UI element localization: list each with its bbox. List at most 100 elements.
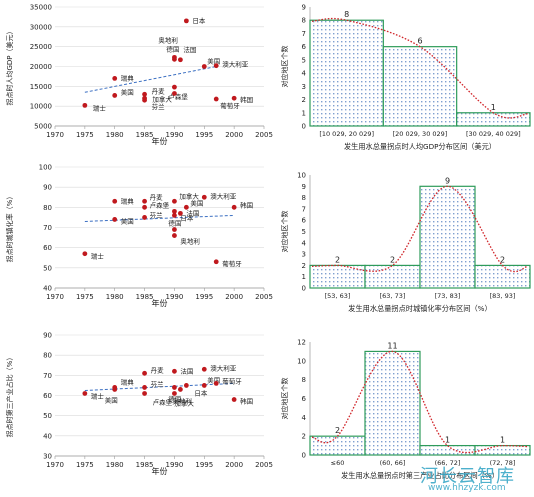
x-tick-label: 2005 (255, 131, 273, 139)
data-point (142, 97, 147, 103)
y-tick-label: 2 (302, 433, 306, 441)
x-tick-label: 1975 (76, 293, 94, 301)
x-tick-label: [63, 73] (380, 292, 406, 300)
x-tick-label: 1980 (106, 131, 124, 139)
data-point (172, 227, 177, 232)
data-point (142, 198, 147, 204)
x-tick-label: (60, 66] (380, 459, 406, 467)
data-point (112, 217, 118, 222)
y-tick-label: 50 (43, 264, 52, 272)
y-tick-label: 60 (43, 244, 52, 252)
histogram-chart-2: 0 1 2 3 4 5 6 7 8 9 10 2 [53, 63] 2 [63, 73] 9 [73, 83] 2… (280, 172, 531, 313)
x-tick-label: 1970 (46, 131, 64, 139)
point-label: 德国 (168, 219, 181, 228)
x-tick-label: 1995 (195, 293, 213, 301)
y-tick-label: 50 (43, 412, 52, 420)
data-point (82, 251, 88, 257)
x-tick-label: [73, 83] (435, 292, 461, 300)
data-point (82, 391, 88, 396)
y-tick-label: 1 (302, 109, 306, 117)
histogram-bar (309, 435, 366, 456)
y-tick-label: 8 (302, 17, 306, 25)
bar-value-label: 2 (335, 426, 340, 435)
y-tick-label: 0 (302, 452, 306, 460)
data-point (178, 387, 183, 392)
y-axis-title: 对应地区个数 (280, 46, 289, 88)
x-tick-label: 1975 (76, 461, 94, 469)
data-point (231, 204, 237, 210)
point-label: 美国 (207, 375, 220, 384)
bar-value-label: 1 (500, 436, 505, 445)
y-tick-label: 10 (297, 357, 306, 365)
data-point (201, 366, 207, 372)
data-point (183, 18, 189, 24)
bar-value-label: 9 (445, 176, 450, 185)
data-point (142, 215, 147, 220)
y-tick-label: 3 (302, 251, 306, 259)
point-label: 卢森堡 (150, 200, 170, 209)
point-label: 瑞典 (121, 196, 135, 205)
y-tick-label: 1 (302, 273, 306, 281)
point-label: 加拿大 (179, 191, 199, 200)
x-tick-label: 2000 (225, 131, 243, 139)
data-point (112, 93, 118, 98)
data-point (178, 57, 183, 63)
data-point (112, 198, 118, 204)
y-tick-label: 5000 (34, 123, 52, 131)
point-label: 韩国 (240, 200, 253, 209)
data-point (172, 213, 177, 218)
point-label: 丹麦 (151, 365, 165, 374)
x-tick-label: [83, 93] (490, 292, 516, 300)
point-label: 奥地利 (158, 35, 178, 44)
y-tick-label: 20000 (30, 63, 52, 71)
histogram-bar (419, 185, 476, 289)
scatter-chart-3: 30 40 50 60 70 80 90 1970 1975 1980 1985 1990 1995 20… (5, 332, 273, 477)
x-tick-label: 2000 (225, 461, 243, 469)
data-point (142, 91, 147, 97)
x-tick-label: [20 029, 30 029] (393, 130, 448, 138)
y-tick-label: 90 (43, 184, 52, 192)
bar-value-label: 1 (445, 436, 450, 445)
y-tick-label: 6 (302, 217, 307, 225)
scatter-chart-2: 40 50 60 70 80 90 100 1970 1975 1980 1985 1990 1995 2… (5, 164, 273, 309)
y-tick-label: 10 (297, 172, 306, 180)
y-tick-label: 6 (302, 43, 307, 51)
x-tick-label: 1995 (195, 461, 213, 469)
y-tick-label: 4 (302, 70, 307, 78)
scatter-chart-1: 5000 10000 15000 20000 25000 30000 35000 1970 19… (5, 4, 273, 147)
y-tick-label: 6 (302, 395, 307, 403)
point-label: 德国 (166, 44, 179, 53)
x-tick-label: 1980 (106, 461, 124, 469)
y-tick-label: 8 (302, 194, 306, 202)
data-point (82, 102, 88, 108)
x-axis-title: 发生用水总量拐点时城镇化率分布区间（%） (348, 304, 491, 313)
point-label: 加拿大 (174, 398, 194, 407)
y-tick-label: 12 (297, 339, 306, 347)
data-point (231, 95, 237, 101)
point-label: 葡萄牙 (222, 259, 242, 268)
y-axis-title: 对应地区个数 (280, 378, 289, 420)
y-tick-label: 2 (302, 96, 306, 104)
data-point (231, 397, 237, 402)
x-tick-label: 1985 (136, 131, 154, 139)
data-point (142, 391, 147, 396)
histogram-bar (456, 112, 531, 127)
x-tick-label: 1970 (46, 461, 64, 469)
data-point (172, 84, 177, 90)
data-point (213, 381, 219, 386)
bar-value-label: 2 (500, 255, 505, 264)
point-label: 韩国 (240, 397, 253, 406)
y-tick-label: 4 (302, 414, 307, 422)
distribution-curve (311, 17, 529, 119)
data-point (112, 76, 118, 81)
bar-value-label: 1 (491, 103, 496, 112)
y-axis-title: 对应地区个数 (280, 211, 289, 253)
point-label: 卢森堡 (168, 92, 188, 101)
x-tick-label: (72, 78] (490, 459, 516, 467)
data-point (172, 56, 177, 62)
data-point (142, 385, 147, 390)
histogram-bar (474, 444, 531, 456)
point-label: 加拿大 (152, 94, 172, 103)
trendline (84, 66, 217, 93)
x-axis-title: 发生用水总量拐点时人均GDP分布区间（美元） (344, 142, 496, 151)
